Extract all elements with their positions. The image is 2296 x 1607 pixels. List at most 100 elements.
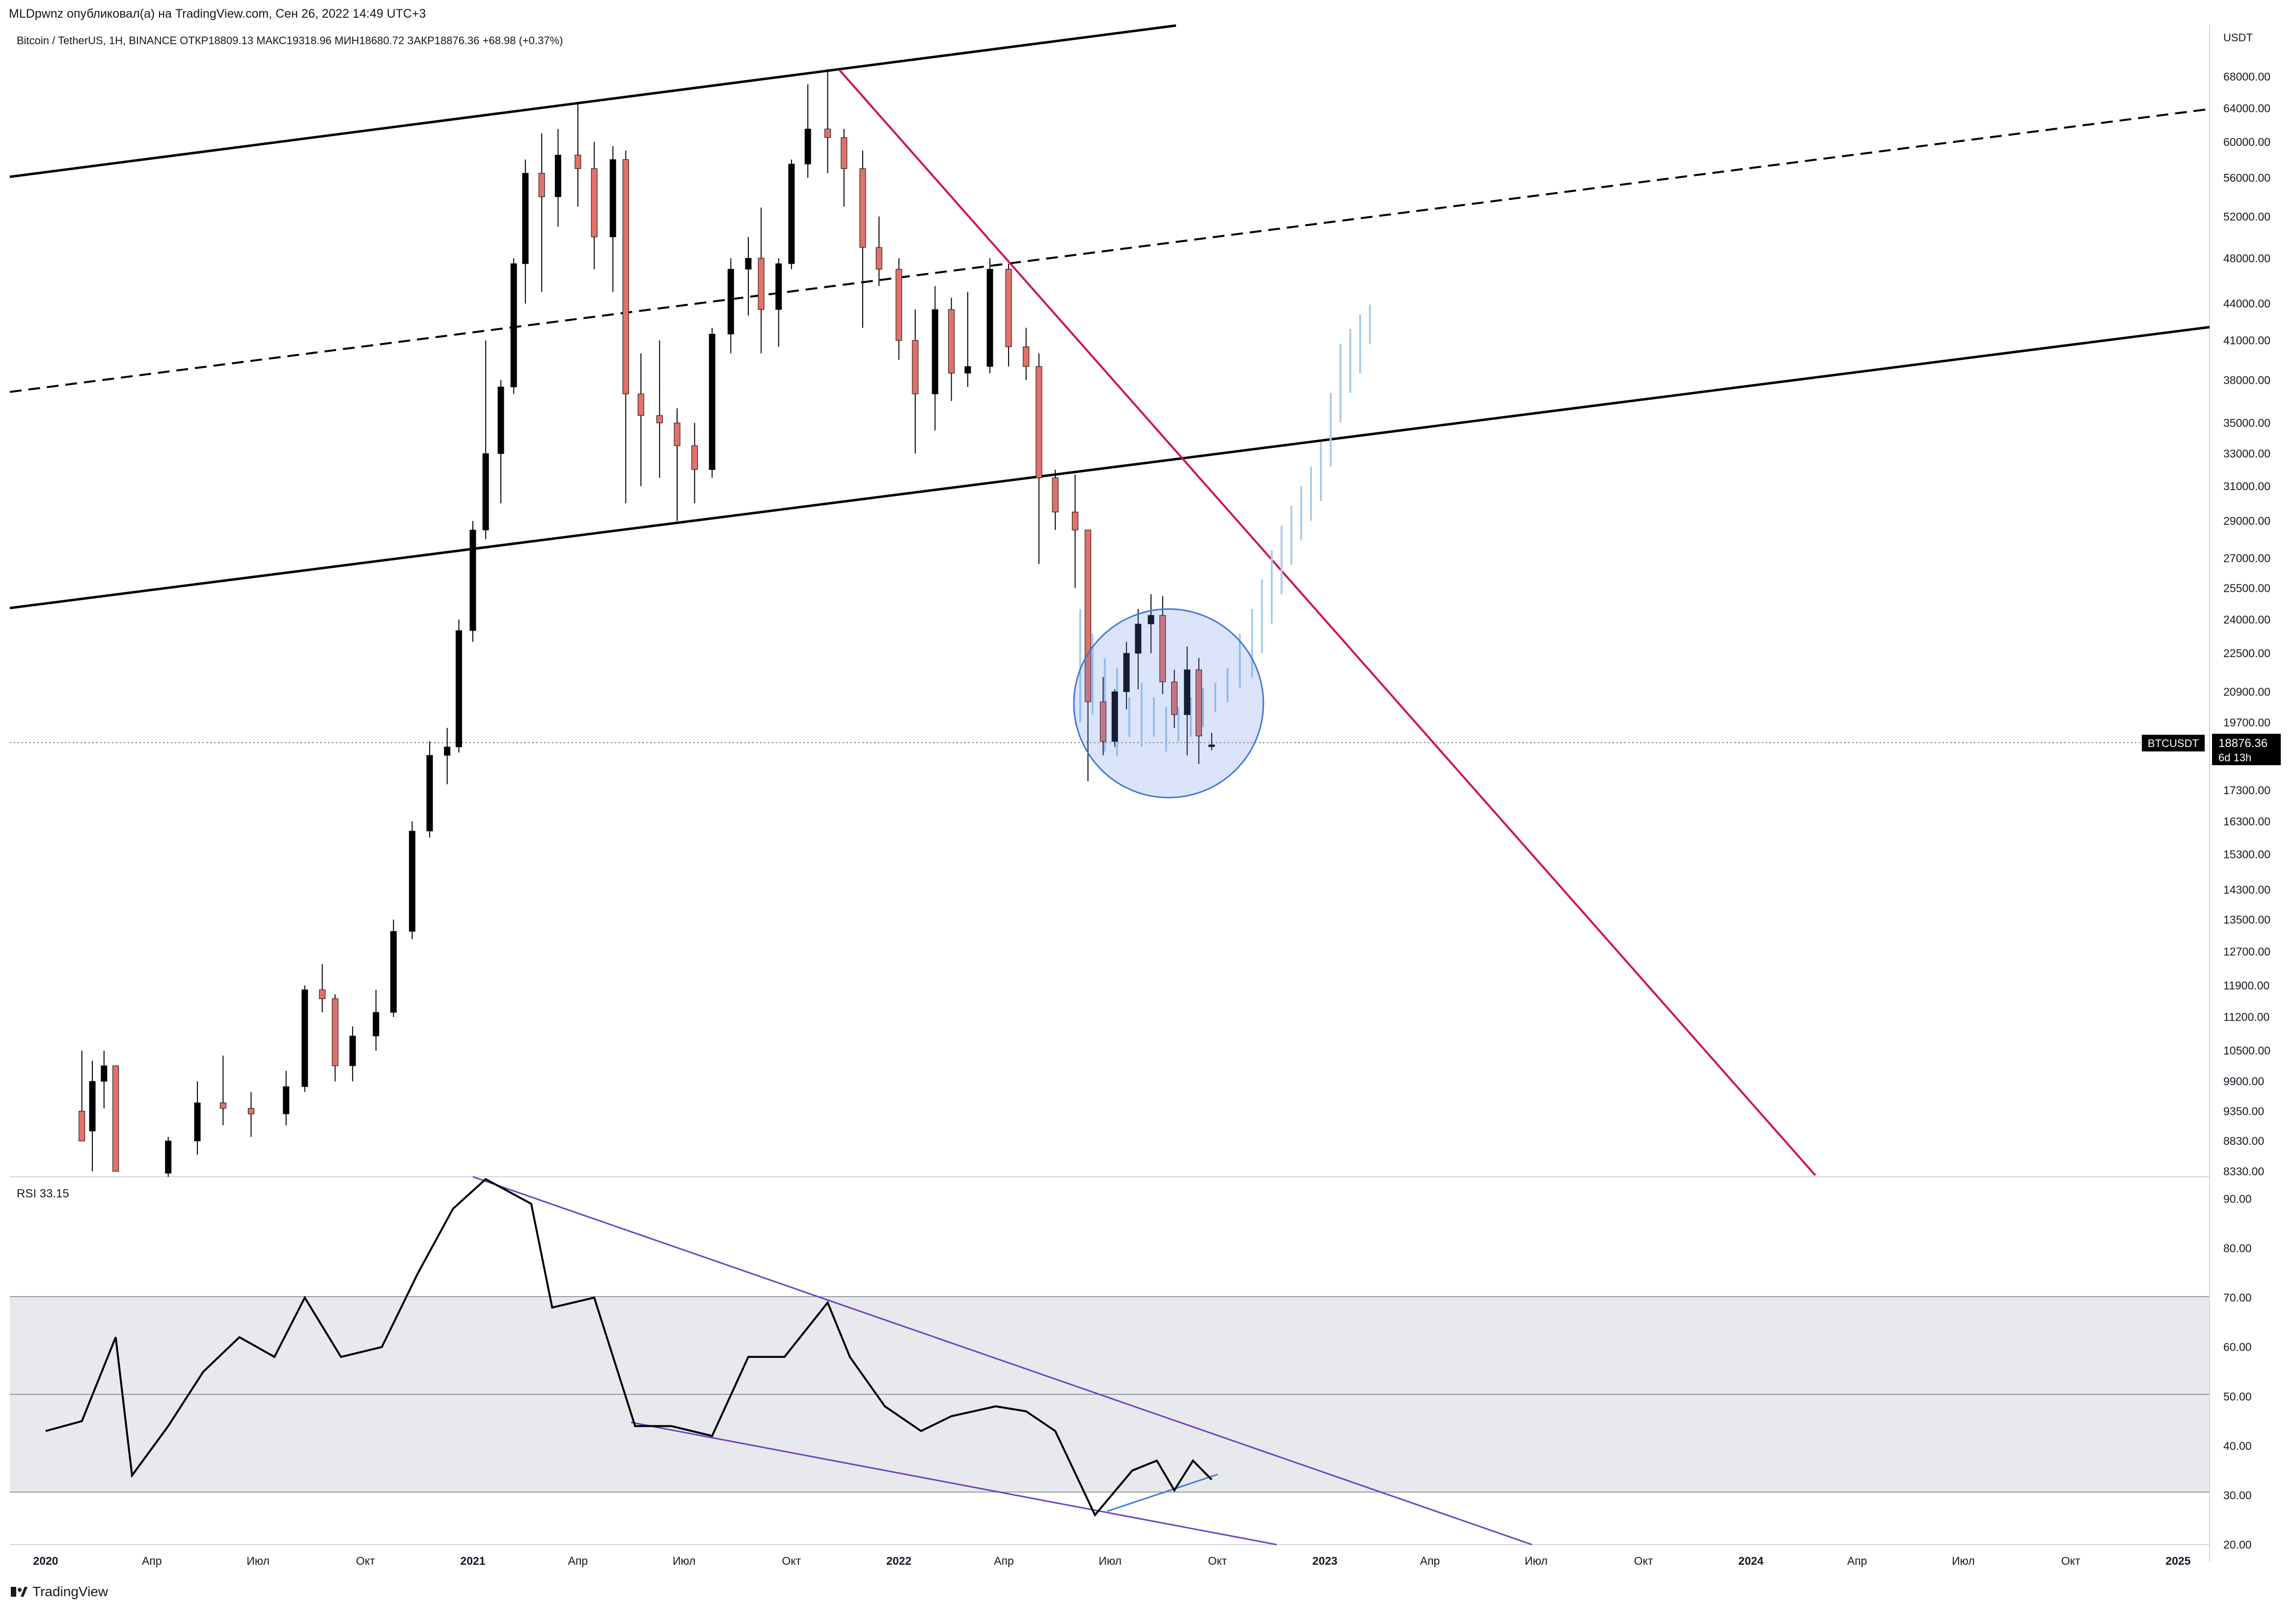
candle-body-up [745,258,752,270]
time-tick-label: 2020 [33,1554,58,1567]
price-axis-ticks[interactable]: 68000.00 64000.00 60000.00 56000.00 52000.00… [2223,70,2270,1178]
candle-body-up [444,747,451,756]
candle [622,150,629,503]
candle [1135,609,1142,690]
candle-body-down [1085,529,1092,702]
candle-body-down [637,393,644,416]
price-tick-label: 19700.00 [2223,716,2270,729]
price-tick-label: 10500.00 [2223,1044,2270,1057]
tradingview-logo-text: TradingView [32,1584,109,1599]
candle-body-up [373,1012,380,1036]
candle [1123,641,1130,710]
rsi-tick-label: 50.00 [2223,1390,2252,1403]
candle [841,129,847,207]
publish-line: MLDpwnz опубликовал(а) на TradingView.co… [9,7,426,21]
price-tick-label: 8330.00 [2223,1165,2264,1178]
candle-body-down [656,415,663,423]
price-badge-text: 18876.36 [2218,737,2268,750]
rsi-tick-label: 80.00 [2223,1242,2252,1255]
rsi-divergence-line[interactable] [1107,1473,1218,1512]
candle-body-down [859,168,866,248]
time-tick-label: Июл [1952,1554,1975,1567]
candle-body-up [1184,669,1191,715]
candle [283,1071,290,1126]
rsi-upper-trend-line[interactable] [472,1176,1532,1546]
candle [482,340,489,539]
candle [775,258,782,347]
candle [1005,263,1012,367]
symbol-ohlc-legend[interactable]: Bitcoin / TetherUS, 1H, BINANCE ОТКР1880… [17,34,563,47]
price-tick-label: 48000.00 [2223,252,2270,265]
candle-body-up [709,333,715,470]
price-tick-label: 9900.00 [2223,1075,2264,1088]
candle-body-up [349,1035,356,1066]
candle [522,159,529,304]
candle [1052,470,1059,530]
candle-body-up [165,1140,172,1174]
time-tick-label: Окт [356,1554,375,1567]
red-downtrend-line[interactable] [839,69,1816,1176]
countdown-text: 6d 13h [2218,751,2251,764]
candle [859,150,866,328]
candle-body-up [522,173,529,264]
price-tick-label: 12700.00 [2223,945,2270,958]
candle [948,298,955,401]
candle [591,141,598,270]
rsi-lower-trend-line[interactable] [630,1421,1277,1546]
candle [194,1081,201,1155]
price-tick-label: 56000.00 [2223,171,2270,184]
candle-body-down [591,168,598,237]
candle-body-down [538,173,545,197]
rsi-line [45,1178,1213,1517]
rsi-tick-label: 30.00 [2223,1489,2252,1501]
candle-body-up [510,263,517,388]
candle [875,216,882,286]
candle [79,1051,85,1141]
price-tick-label: 52000.00 [2223,210,2270,223]
candle-body-down [1036,366,1042,478]
rsi-tick-label: 90.00 [2223,1192,2252,1205]
candle-body-down [574,155,581,169]
candle-body-up [482,453,489,530]
candle-body-down [219,1102,226,1109]
price-tick-label: 68000.00 [2223,70,2270,83]
candle [758,207,765,354]
candle [637,353,644,486]
candle-body-up [804,129,811,165]
rsi-tick-label: 20.00 [2223,1538,2252,1551]
price-tick-label: 38000.00 [2223,374,2270,387]
candle-body-down [1100,701,1107,742]
time-axis-ticks[interactable]: 2020 Апр Июл Окт 2021 Апр Июл Окт 2022 Апр Июл Окт 2… [33,1554,2190,1567]
candle [332,994,339,1081]
price-tick-label: 24000.00 [2223,613,2270,626]
candle-body-down [824,129,831,138]
price-tick-label: 33000.00 [2223,447,2270,460]
candle [1148,594,1154,654]
price-tick-label: 22500.00 [2223,647,2270,660]
candle-body-up [775,263,782,310]
channel-mid-dashed-line[interactable] [9,108,2210,393]
candle-body-up [1123,653,1130,692]
highlight-circle[interactable] [1073,608,1264,799]
rsi-axis-ticks[interactable]: 90.00 80.00 70.00 60.00 50.00 40.00 30.00 20.00 [2223,1192,2252,1551]
candle-body-down [674,422,681,446]
candle-body-up [469,529,476,631]
time-tick-label: Окт [2061,1554,2080,1567]
price-tick-label: 44000.00 [2223,297,2270,310]
candle-body-up [497,387,504,454]
tradingview-logo[interactable]: TradingView [11,1584,108,1600]
candle [1159,596,1166,694]
candle [1072,474,1079,588]
candle [301,985,308,1092]
candle [656,340,663,478]
candle [1085,529,1092,781]
price-tick-label: 9350.00 [2223,1105,2264,1117]
tradingview-logo-icon [11,1587,27,1597]
channel-lower-line[interactable] [9,326,2210,610]
rsi-legend[interactable]: RSI 33.15 [17,1187,69,1200]
channel-upper-line[interactable] [9,24,1176,178]
candle-body-up [409,831,415,932]
price-tick-label: 17300.00 [2223,784,2270,797]
candle-body-up [301,989,308,1087]
